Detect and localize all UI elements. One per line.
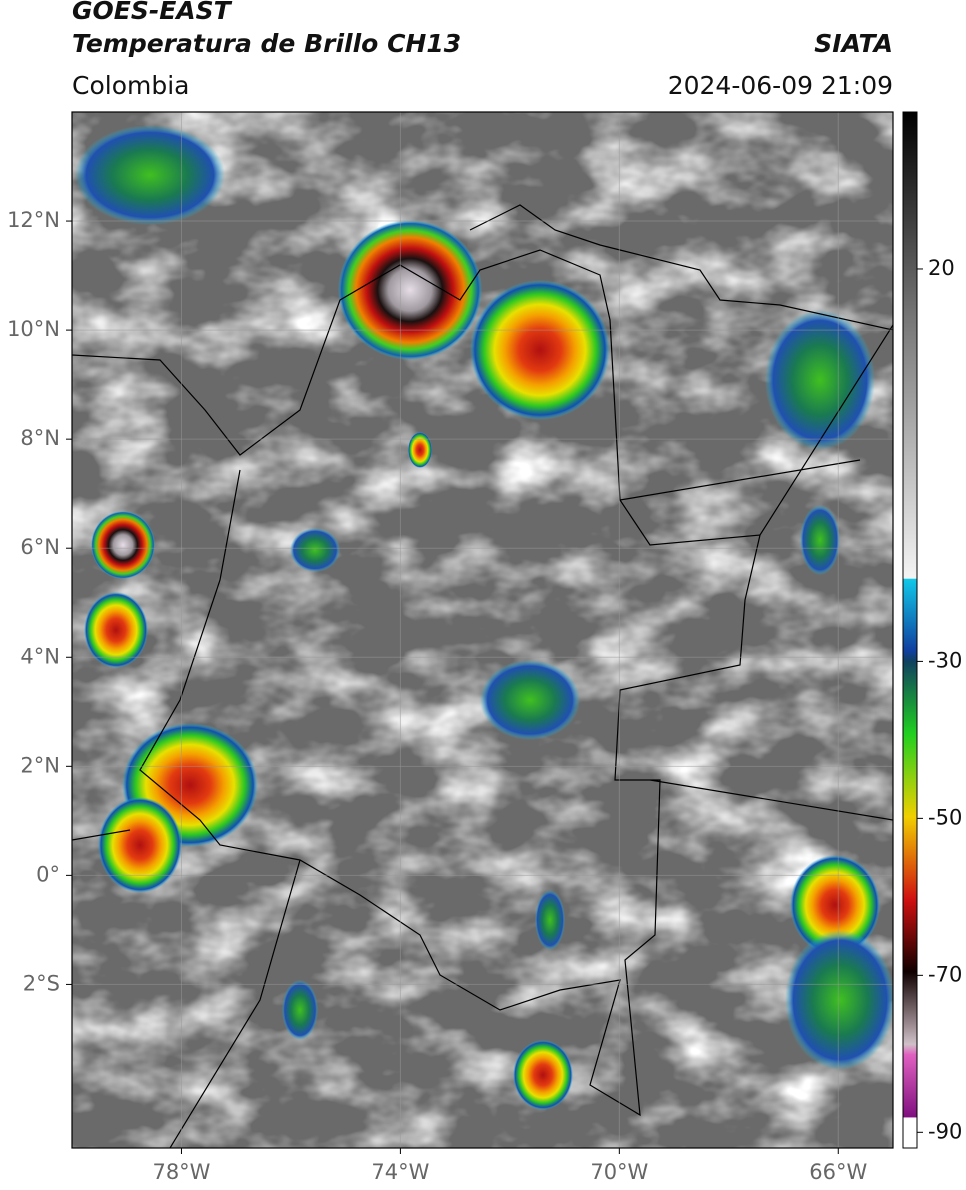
storm — [535, 890, 565, 950]
colorbar-label: -50 — [928, 805, 962, 829]
datetime: 2024-06-09 21:09 — [668, 71, 893, 100]
storm — [75, 125, 225, 225]
colorbar-label: -70 — [928, 962, 962, 986]
y-tick-label: 4°N — [20, 644, 60, 668]
storm — [290, 528, 340, 572]
storm — [98, 797, 182, 893]
subtitle: Temperatura de Brillo CH13 — [72, 29, 461, 58]
x-tick-label: 70°W — [590, 1160, 648, 1184]
storm — [785, 930, 893, 1070]
source: SIATA — [814, 29, 893, 58]
y-tick-label: 8°N — [20, 426, 60, 450]
storm — [765, 310, 875, 450]
storm — [84, 592, 148, 668]
y-tick-label: 2°N — [20, 753, 60, 777]
storm — [800, 505, 840, 575]
map-frame — [71, 111, 894, 1149]
y-tick-label: 10°N — [7, 317, 60, 341]
y-tick-label: 2°S — [23, 971, 60, 995]
cloud-texture — [72, 112, 893, 1148]
y-tick-label: 6°N — [20, 535, 60, 559]
x-tick-label: 66°W — [809, 1160, 867, 1184]
x-tick-label: 74°W — [371, 1160, 429, 1184]
borders — [72, 249, 893, 1148]
storm — [790, 855, 880, 955]
colorbar-label: 20 — [928, 256, 955, 280]
imagery — [72, 112, 893, 1148]
y-tick-label: 0° — [36, 862, 60, 886]
colorbar-label: -30 — [928, 648, 962, 672]
storm — [91, 511, 155, 579]
title: GOES-EAST — [72, 0, 233, 25]
grid — [72, 112, 893, 1148]
x-tick-label: 78°W — [152, 1160, 210, 1184]
region: Colombia — [72, 71, 189, 100]
colorbar-label: -90 — [928, 1119, 962, 1143]
y-tick-label: 12°N — [7, 208, 60, 232]
colorbar — [902, 111, 918, 1149]
storm — [408, 432, 432, 468]
storm — [338, 220, 482, 360]
storm — [470, 280, 610, 420]
storm — [282, 980, 318, 1040]
coastline — [469, 204, 893, 331]
storm — [513, 1040, 573, 1110]
storm — [480, 660, 580, 740]
